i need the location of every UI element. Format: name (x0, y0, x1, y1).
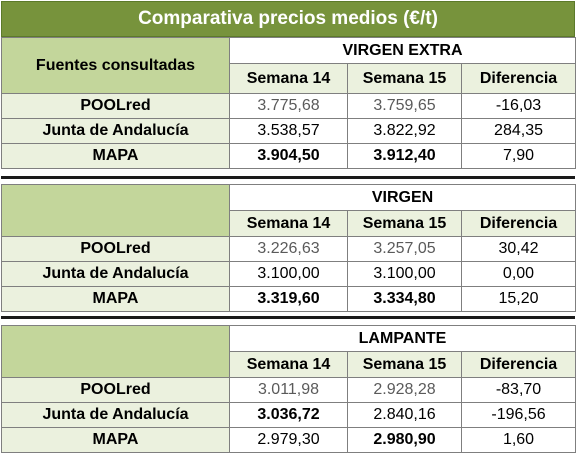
row-week14: 3.011,98 (229, 377, 348, 403)
row-source: Junta de Andalucía (1, 402, 230, 428)
row-week15: 3.334,80 (347, 286, 462, 312)
row-week14: 3.036,72 (229, 402, 348, 428)
col-header-week15: Semana 15 (347, 63, 462, 94)
row-week15: 3.759,65 (347, 93, 462, 119)
col-header-week14: Semana 14 (229, 351, 348, 378)
section-divider (1, 176, 575, 179)
table-row: MAPA 3.904,50 3.912,40 7,90 (1, 143, 576, 169)
table-row: MAPA 2.979,30 2.980,90 1,60 (1, 427, 576, 453)
row-diff: 7,90 (460, 143, 576, 169)
table-row: Junta de Andalucía 3.100,00 3.100,00 0,0… (1, 261, 576, 287)
row-diff: -16,03 (460, 93, 576, 119)
section-divider (1, 316, 575, 319)
table-row: POOLred 3.226,63 3.257,05 30,42 (1, 236, 576, 262)
row-week14: 3.226,63 (229, 236, 348, 262)
table-row: MAPA 3.319,60 3.334,80 15,20 (1, 286, 576, 312)
row-week14: 2.979,30 (229, 427, 348, 453)
row-week14: 3.100,00 (229, 261, 348, 287)
col-header-diff: Diferencia (461, 210, 576, 237)
row-diff: 15,20 (461, 286, 576, 312)
row-source: MAPA (1, 143, 230, 169)
sources-header: Fuentes consultadas (1, 37, 230, 94)
section-title: LAMPANTE (228, 325, 576, 352)
section-title: VIRGEN (229, 184, 576, 211)
table-row: Junta de Andalucía 3.538,57 3.822,92 284… (1, 118, 576, 144)
row-week14: 3.538,57 (229, 118, 348, 144)
row-week15: 3.912,40 (347, 143, 462, 169)
row-week14: 3.904,50 (229, 143, 348, 169)
row-source: POOLred (1, 93, 230, 119)
row-diff: -196,56 (460, 402, 576, 428)
section-virgen-extra: Fuentes consultadas VIRGEN EXTRA Semana … (1, 37, 576, 169)
row-week15: 3.100,00 (347, 261, 462, 287)
section-virgen: VIRGEN Semana 14 Semana 15 Diferencia PO… (1, 184, 576, 312)
col-header-week15: Semana 15 (347, 210, 462, 237)
row-diff: 1,60 (460, 427, 576, 453)
row-week14: 3.775,68 (229, 93, 348, 119)
section-title: VIRGEN EXTRA (228, 37, 576, 64)
row-source: Junta de Andalucía (1, 118, 230, 144)
sources-header-blank (1, 184, 230, 237)
row-week15: 2.928,28 (347, 377, 462, 403)
table-row: POOLred 3.775,68 3.759,65 -16,03 (1, 93, 576, 119)
row-week14: 3.319,60 (229, 286, 348, 312)
table-row: Junta de Andalucía 3.036,72 2.840,16 -19… (1, 402, 576, 428)
row-source: MAPA (1, 427, 230, 453)
section-lampante: LAMPANTE Semana 14 Semana 15 Diferencia … (1, 325, 576, 453)
row-source: POOLred (1, 377, 230, 403)
row-week15: 3.257,05 (347, 236, 462, 262)
row-week15: 3.822,92 (347, 118, 462, 144)
sources-header-blank (1, 325, 230, 378)
col-header-week15: Semana 15 (347, 351, 462, 378)
row-diff: -83,70 (460, 377, 576, 403)
col-header-week14: Semana 14 (229, 63, 348, 94)
row-week15: 2.840,16 (347, 402, 462, 428)
row-source: Junta de Andalucía (1, 261, 230, 287)
table-row: POOLred 3.011,98 2.928,28 -83,70 (1, 377, 576, 403)
col-header-diff: Diferencia (460, 63, 576, 94)
col-header-week14: Semana 14 (229, 210, 348, 237)
row-source: MAPA (1, 286, 230, 312)
row-week15: 2.980,90 (347, 427, 462, 453)
col-header-diff: Diferencia (460, 351, 576, 378)
row-diff: 0,00 (461, 261, 576, 287)
row-diff: 284,35 (460, 118, 576, 144)
row-source: POOLred (1, 236, 230, 262)
row-diff: 30,42 (461, 236, 576, 262)
table-title: Comparativa precios medios (€/t) (1, 1, 575, 37)
